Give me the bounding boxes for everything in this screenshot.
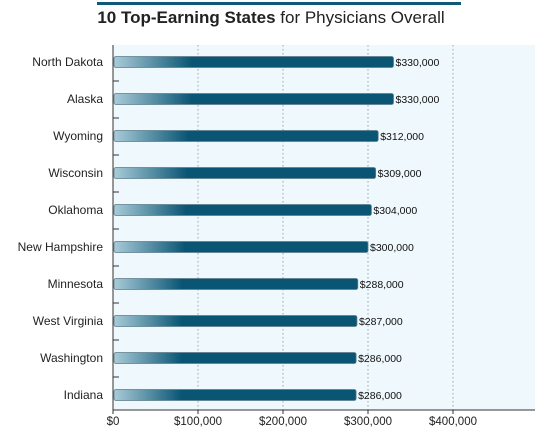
bar-oklahoma [113,204,372,216]
x-tick-label: $300,000 [344,416,392,428]
plot-background [113,45,535,410]
category-label: Oklahoma [48,203,103,217]
bar-minnesota [113,278,359,290]
bar-west-virginia [113,315,358,327]
value-label: $287,000 [359,316,403,328]
bar-washington [113,352,357,364]
category-label: Indiana [64,388,104,402]
category-label: North Dakota [32,55,103,69]
value-label: $330,000 [396,57,440,69]
x-tick-label: $400,000 [429,416,477,428]
value-label: $286,000 [358,390,402,402]
x-tick-label: $200,000 [259,416,307,428]
category-label: Minnesota [48,277,104,291]
bar-wisconsin [113,167,377,179]
value-label: $309,000 [378,168,422,180]
category-label: Alaska [67,92,103,106]
bar-alaska [113,93,394,105]
chart-title-bold: 10 Top-Earning States [97,8,276,27]
value-label: $286,000 [358,353,402,365]
x-tick-label: $100,000 [174,416,222,428]
bar-new-hampshire [113,241,369,253]
chart-title-rest: for Physicians Overall [275,8,445,27]
value-label: $300,000 [370,242,414,254]
chart-title: 10 Top-Earning States for Physicians Ove… [0,8,542,28]
category-label: Washington [40,351,103,365]
x-tick-label: $0 [107,416,120,428]
value-label: $288,000 [360,279,404,291]
category-label: Wisconsin [48,166,103,180]
category-label: New Hampshire [18,240,104,254]
bar-north-dakota [113,56,394,68]
category-label: Wyoming [53,129,103,143]
value-label: $312,000 [380,131,424,143]
value-label: $330,000 [396,94,440,106]
title-rule [97,2,461,5]
bar-wyoming [113,130,379,142]
category-label: West Virginia [33,314,104,328]
bar-indiana [113,389,357,401]
value-label: $304,000 [373,205,417,217]
